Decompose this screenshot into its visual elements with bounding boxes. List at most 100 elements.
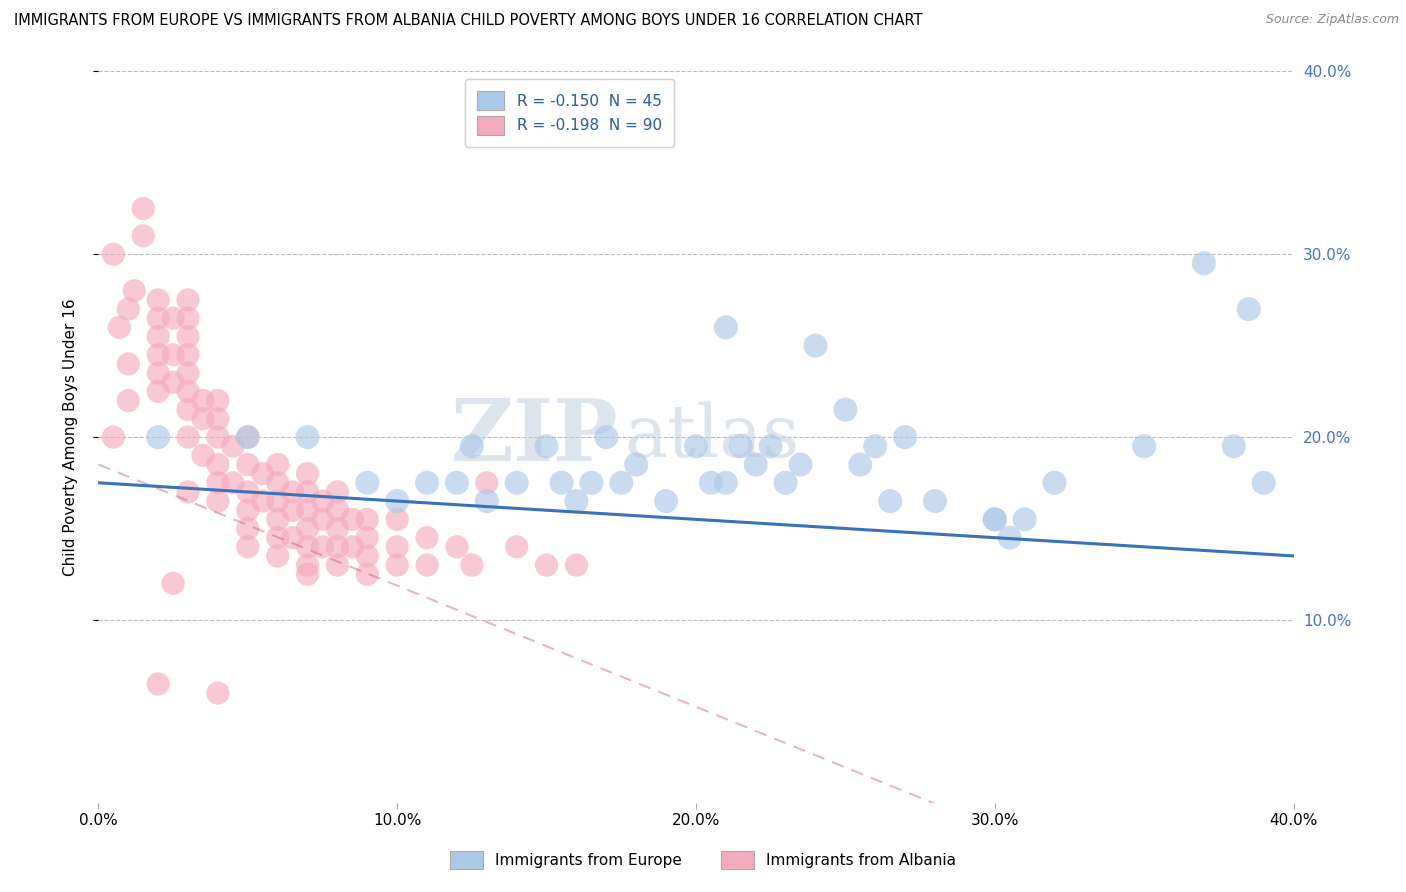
Point — [700, 475, 723, 490]
Point — [148, 430, 170, 444]
Point — [191, 412, 214, 426]
Y-axis label: Child Poverty Among Boys Under 16: Child Poverty Among Boys Under 16 — [63, 298, 77, 576]
Point — [865, 439, 887, 453]
Point — [924, 494, 946, 508]
Point — [685, 439, 707, 453]
Point — [894, 430, 917, 444]
Point — [191, 448, 214, 462]
Point — [207, 430, 229, 444]
Point — [804, 338, 827, 352]
Point — [148, 384, 170, 399]
Text: atlas: atlas — [624, 401, 800, 473]
Point — [177, 348, 200, 362]
Point — [207, 686, 229, 700]
Point — [581, 475, 603, 490]
Point — [267, 458, 290, 472]
Point — [281, 485, 304, 500]
Point — [326, 485, 349, 500]
Point — [297, 558, 319, 573]
Point — [267, 549, 290, 563]
Point — [506, 475, 529, 490]
Point — [356, 512, 378, 526]
Text: IMMIGRANTS FROM EUROPE VS IMMIGRANTS FROM ALBANIA CHILD POVERTY AMONG BOYS UNDER: IMMIGRANTS FROM EUROPE VS IMMIGRANTS FRO… — [14, 13, 922, 29]
Text: Source: ZipAtlas.com: Source: ZipAtlas.com — [1265, 13, 1399, 27]
Point — [326, 521, 349, 535]
Point — [297, 430, 319, 444]
Point — [311, 512, 333, 526]
Point — [536, 439, 558, 453]
Point — [207, 475, 229, 490]
Point — [297, 467, 319, 481]
Point — [565, 494, 588, 508]
Point — [311, 494, 333, 508]
Point — [148, 677, 170, 691]
Point — [834, 402, 856, 417]
Point — [297, 567, 319, 582]
Point — [1237, 301, 1260, 317]
Point — [236, 540, 259, 554]
Point — [222, 475, 245, 490]
Point — [1133, 439, 1156, 453]
Point — [191, 393, 214, 408]
Point — [236, 503, 259, 517]
Point — [177, 485, 200, 500]
Point — [117, 357, 139, 371]
Point — [177, 366, 200, 380]
Point — [132, 229, 155, 244]
Point — [714, 320, 737, 334]
Point — [207, 412, 229, 426]
Point — [984, 512, 1007, 526]
Point — [103, 430, 125, 444]
Point — [356, 531, 378, 545]
Point — [297, 521, 319, 535]
Point — [162, 348, 184, 362]
Point — [281, 503, 304, 517]
Point — [148, 293, 170, 307]
Point — [162, 576, 184, 591]
Point — [416, 475, 439, 490]
Point — [446, 475, 468, 490]
Point — [1014, 512, 1036, 526]
Point — [297, 485, 319, 500]
Point — [416, 531, 439, 545]
Point — [1223, 439, 1246, 453]
Point — [124, 284, 146, 298]
Point — [1043, 475, 1066, 490]
Point — [626, 458, 648, 472]
Point — [267, 494, 290, 508]
Point — [446, 540, 468, 554]
Point — [297, 540, 319, 554]
Point — [267, 512, 290, 526]
Point — [148, 311, 170, 326]
Point — [385, 512, 409, 526]
Point — [536, 558, 558, 573]
Point — [655, 494, 678, 508]
Point — [177, 311, 200, 326]
Point — [385, 494, 409, 508]
Point — [162, 375, 184, 389]
Point — [177, 402, 200, 417]
Point — [148, 329, 170, 343]
Point — [207, 494, 229, 508]
Point — [475, 494, 498, 508]
Point — [236, 485, 259, 500]
Point — [108, 320, 131, 334]
Point — [550, 475, 572, 490]
Point — [461, 439, 484, 453]
Point — [148, 348, 170, 362]
Point — [342, 512, 364, 526]
Point — [267, 475, 290, 490]
Point — [610, 475, 633, 490]
Point — [236, 430, 259, 444]
Point — [342, 540, 364, 554]
Point — [356, 549, 378, 563]
Point — [252, 494, 274, 508]
Point — [356, 567, 378, 582]
Point — [267, 531, 290, 545]
Point — [117, 393, 139, 408]
Point — [132, 202, 155, 216]
Point — [416, 558, 439, 573]
Point — [565, 558, 588, 573]
Point — [311, 540, 333, 554]
Point — [103, 247, 125, 261]
